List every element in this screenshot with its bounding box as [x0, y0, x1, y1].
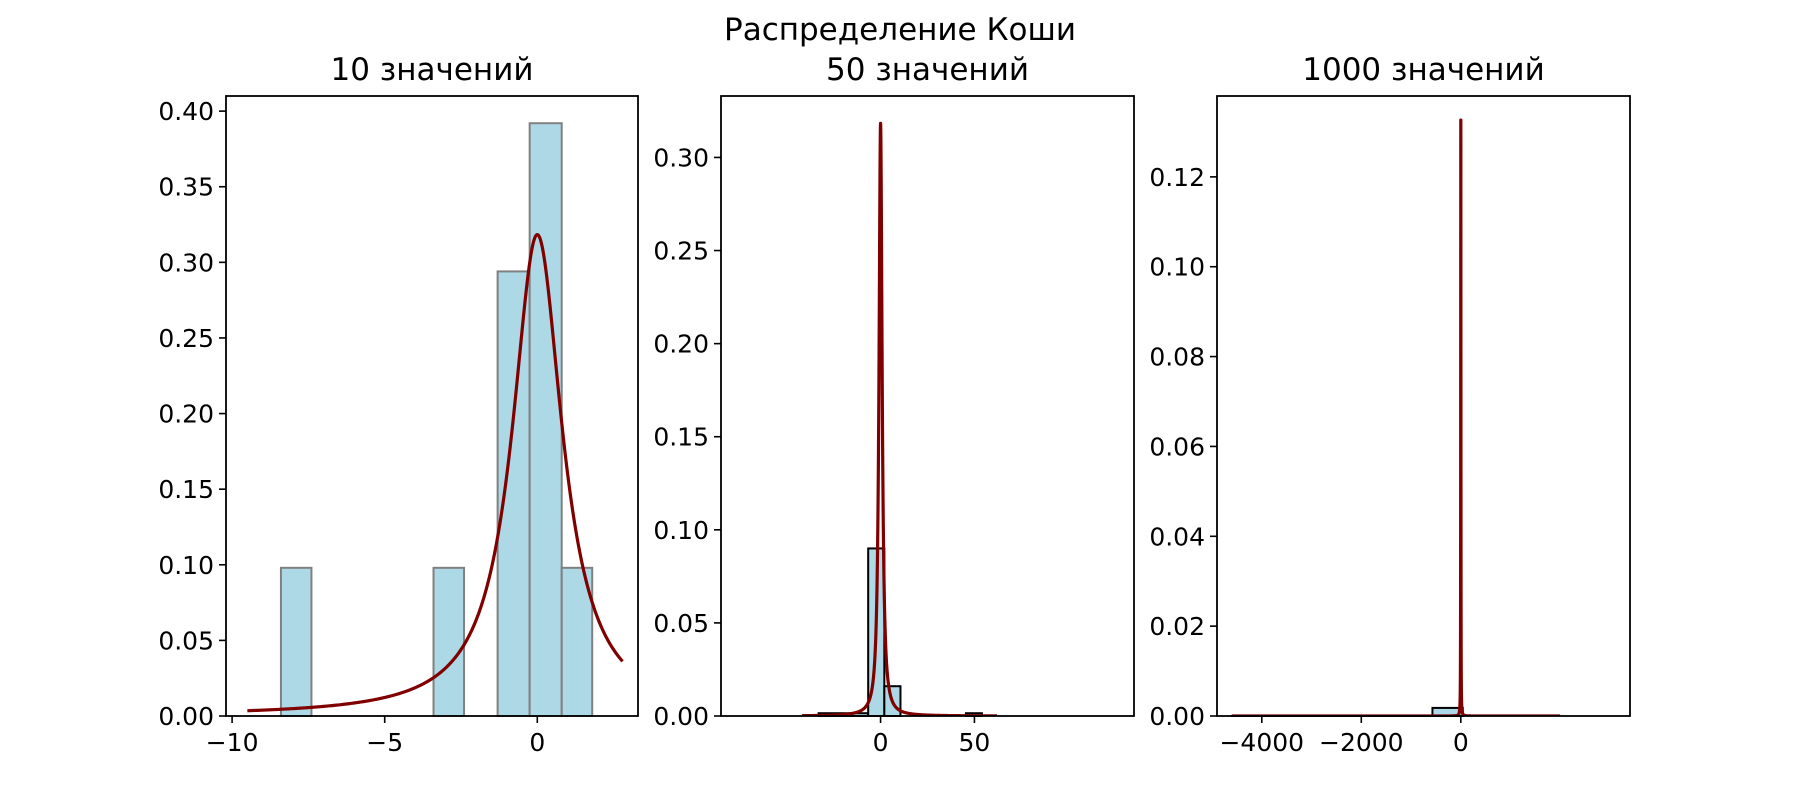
x-tick-label: 50	[959, 728, 991, 757]
y-tick-label: 0.00	[1149, 702, 1205, 731]
panel-3: −4000 −2000 0 0.00 0.02 0.04 0.06 0.08 0.10 0.12 1…	[1149, 52, 1630, 757]
y-tick-label: 0.08	[1149, 343, 1205, 372]
panel-title: 10 значений	[331, 52, 534, 88]
y-tick-label: 0.30	[653, 143, 709, 172]
x-tick-label: 0	[873, 728, 889, 757]
y-tick-label: 0.10	[158, 551, 214, 580]
y-tick-label: 0.40	[158, 97, 214, 126]
y-tick-label: 0.10	[1149, 253, 1205, 282]
y-tick-label: 0.35	[158, 173, 214, 202]
histogram-bar	[281, 568, 312, 716]
y-tick-label: 0.25	[653, 237, 709, 266]
axes-frame	[1217, 96, 1630, 716]
y-tick-label: 0.20	[158, 400, 214, 429]
panel-title: 50 значений	[826, 52, 1029, 88]
histogram-bar	[434, 568, 465, 716]
x-tick-label: −2000	[1319, 728, 1404, 757]
y-tick-label: 0.25	[158, 324, 214, 353]
y-tick-label: 0.20	[653, 330, 709, 359]
y-tick-label: 0.10	[653, 516, 709, 545]
y-tick-label: 0.05	[158, 626, 214, 655]
y-tick-label: 0.00	[653, 702, 709, 731]
y-tick-label: 0.15	[653, 423, 709, 452]
x-tick-label: −4000	[1219, 728, 1304, 757]
y-tick-label: 0.15	[158, 475, 214, 504]
y-tick-label: 0.06	[1149, 432, 1205, 461]
x-tick-label: −10	[206, 728, 259, 757]
x-tick-label: −5	[366, 728, 403, 757]
density-curve	[1232, 120, 1560, 716]
y-tick-label: 0.30	[158, 248, 214, 277]
histogram-bar	[498, 271, 530, 716]
y-tick-label: 0.05	[653, 609, 709, 638]
y-tick-label: 0.00	[158, 702, 214, 731]
axes-frame	[721, 96, 1134, 716]
y-tick-label: 0.02	[1149, 612, 1205, 641]
y-tick-label: 0.04	[1149, 522, 1205, 551]
y-tick-label: 0.12	[1149, 163, 1205, 192]
histogram-bar	[530, 123, 562, 716]
panel-1: −10 −5 0 0.00 0.05 0.10 0.15 0.20 0.25 0.30 0.35 0.…	[158, 52, 638, 757]
x-tick-label: 0	[1453, 728, 1469, 757]
panel-2: 0 50 0.00 0.05 0.10 0.15 0.20 0.25 0.30 50 значен…	[653, 52, 1134, 757]
panel-title: 1000 значений	[1302, 52, 1544, 88]
figure-suptitle: Распределение Коши	[0, 12, 1800, 48]
density-curve	[802, 123, 997, 716]
x-tick-label: 0	[529, 728, 545, 757]
